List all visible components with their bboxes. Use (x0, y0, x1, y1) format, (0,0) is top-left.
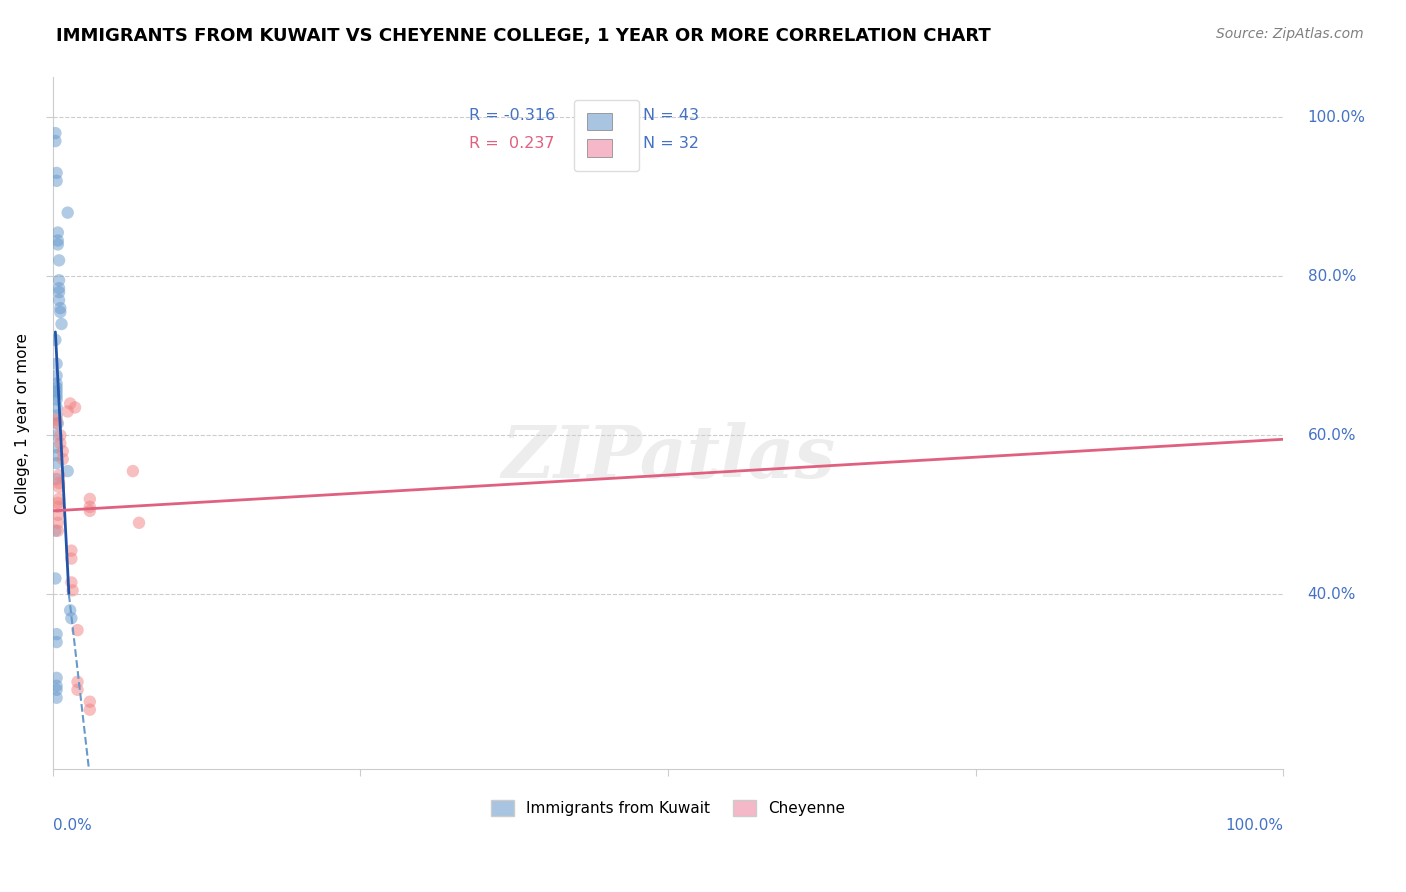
Point (44, 126, 66, 140)
Text: Source: ZipAtlas.com: Source: ZipAtlas.com (1216, 27, 1364, 41)
Text: R =  0.237: R = 0.237 (468, 136, 554, 151)
Point (46, 237, 69, 252)
Point (45, 392, 67, 407)
Point (66, 674, 89, 689)
Point (79, 695, 101, 709)
Point (45, 357, 67, 371)
Point (52, 444, 75, 458)
Point (59, 396, 82, 410)
Point (60, 543, 83, 558)
Point (45, 671, 67, 685)
Point (122, 464, 145, 478)
Point (45, 412, 67, 426)
Point (46, 226, 69, 240)
Point (45, 409, 67, 423)
Text: 80.0%: 80.0% (1308, 268, 1355, 284)
Point (44, 333, 66, 347)
Text: N = 43: N = 43 (644, 108, 699, 123)
Point (79, 491, 101, 506)
Point (45, 388, 67, 402)
Point (48, 468, 70, 483)
Point (56, 464, 79, 478)
Point (60, 611, 83, 625)
Point (46, 234, 69, 248)
Point (56, 404, 79, 418)
Point (59, 603, 82, 617)
Point (45, 381, 67, 395)
Point (46, 496, 69, 510)
Point (46, 508, 69, 522)
Point (56, 205, 79, 219)
Point (48, 281, 70, 295)
Point (49, 428, 72, 442)
Point (48, 273, 70, 287)
Point (45, 472, 67, 486)
Text: 0.0%: 0.0% (53, 818, 91, 833)
Point (66, 682, 89, 697)
Point (48, 491, 70, 506)
Text: R = -0.316: R = -0.316 (468, 108, 555, 123)
Point (48, 253, 70, 268)
Point (48, 285, 70, 300)
Point (44, 524, 66, 538)
Point (128, 516, 150, 530)
Point (45, 635, 67, 649)
Point (45, 166, 67, 180)
Text: ZIPatlas: ZIPatlas (501, 423, 835, 493)
Point (45, 174, 67, 188)
Point (44, 571, 66, 585)
Point (45, 448, 67, 462)
Point (60, 551, 83, 566)
Point (51, 317, 73, 331)
Point (49, 301, 72, 315)
Point (46, 500, 69, 514)
Point (79, 504, 101, 518)
Text: 40.0%: 40.0% (1308, 587, 1355, 602)
Point (45, 376, 67, 391)
Point (48, 293, 70, 307)
Point (60, 575, 83, 590)
Point (52, 452, 75, 467)
Point (46, 516, 69, 530)
Point (48, 476, 70, 491)
Text: N = 32: N = 32 (644, 136, 699, 151)
Point (45, 682, 67, 697)
Text: 60.0%: 60.0% (1308, 428, 1357, 442)
Point (45, 368, 67, 383)
Point (45, 679, 67, 693)
Text: 100.0%: 100.0% (1308, 110, 1365, 125)
Point (45, 428, 67, 442)
Y-axis label: College, 1 year or more: College, 1 year or more (15, 333, 30, 514)
Text: IMMIGRANTS FROM KUWAIT VS CHEYENNE COLLEGE, 1 YEAR OR MORE CORRELATION CHART: IMMIGRANTS FROM KUWAIT VS CHEYENNE COLLE… (56, 27, 991, 45)
Point (45, 690, 67, 705)
Point (66, 623, 89, 637)
Point (45, 440, 67, 454)
Point (79, 500, 101, 514)
Point (63, 401, 86, 415)
Text: 100.0%: 100.0% (1225, 818, 1284, 833)
Point (45, 627, 67, 641)
Point (62, 583, 84, 598)
Point (45, 417, 67, 431)
Point (45, 384, 67, 399)
Legend: Immigrants from Kuwait, Cheyenne: Immigrants from Kuwait, Cheyenne (484, 793, 852, 824)
Point (79, 703, 101, 717)
Point (49, 436, 72, 450)
Point (48, 480, 70, 494)
Point (44, 134, 66, 148)
Point (45, 401, 67, 415)
Point (49, 305, 72, 319)
Point (45, 456, 67, 470)
Point (46, 524, 69, 538)
Point (46, 417, 69, 431)
